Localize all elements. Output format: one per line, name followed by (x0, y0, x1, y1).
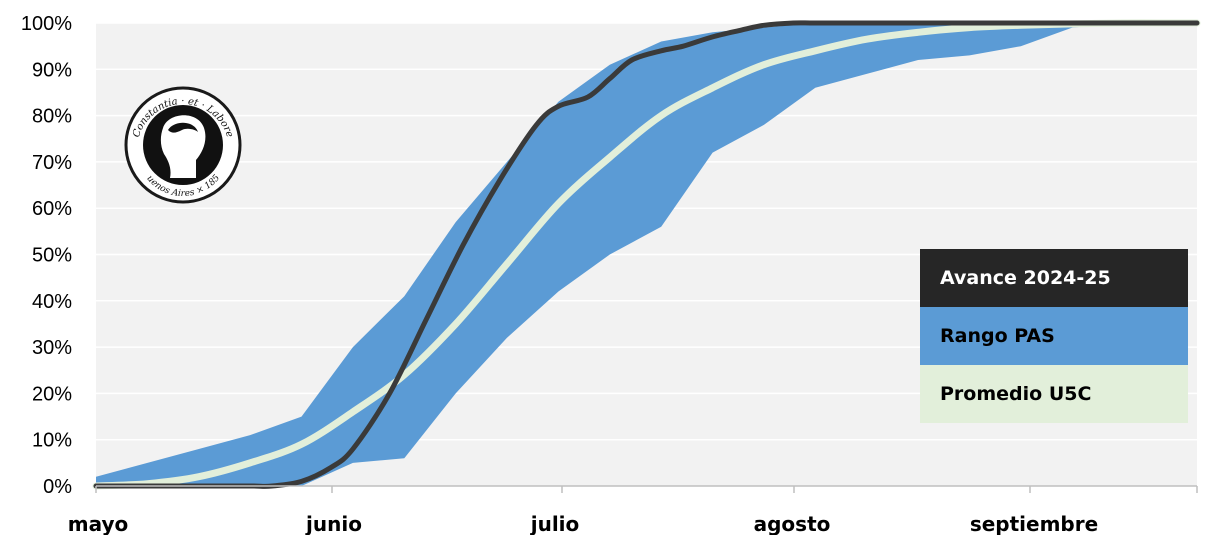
y-tick-label: 30% (32, 337, 72, 359)
series-band-rango-pas (96, 23, 1197, 486)
y-tick-label: 70% (32, 152, 72, 174)
y-tick-label: 60% (32, 198, 72, 220)
y-tick-label: 20% (32, 383, 72, 405)
y-tick-label: 100% (21, 13, 72, 35)
x-axis: mayo junio julio agosto septiembre (68, 485, 1198, 535)
series-line-avance (93, 20, 1200, 489)
y-tick-label: 50% (32, 245, 72, 267)
y-tick-label: 10% (32, 430, 72, 452)
x-tick-label: mayo (68, 512, 129, 535)
x-tick-label: junio (305, 512, 362, 535)
x-tick-label: septiembre (970, 512, 1098, 535)
x-tick-label: julio (530, 512, 580, 535)
y-tick-label: 40% (32, 291, 72, 313)
legend-item-avance: Avance 2024-25 (920, 249, 1188, 307)
x-tick-label: agosto (754, 512, 831, 535)
band-layer (96, 23, 1197, 486)
y-tick-label: 90% (32, 59, 72, 81)
legend-item-promedio-u5c: Promedio U5C (920, 365, 1188, 423)
legend-item-rango-pas: Rango PAS (920, 307, 1188, 365)
line-layer (92, 19, 1201, 490)
y-axis-ticks: 0% 10% 20% 30% 40% 50% 60% 70% 80% 90% 100% (21, 13, 72, 498)
y-tick-label: 80% (32, 106, 72, 128)
y-tick-label: 0% (43, 476, 72, 498)
